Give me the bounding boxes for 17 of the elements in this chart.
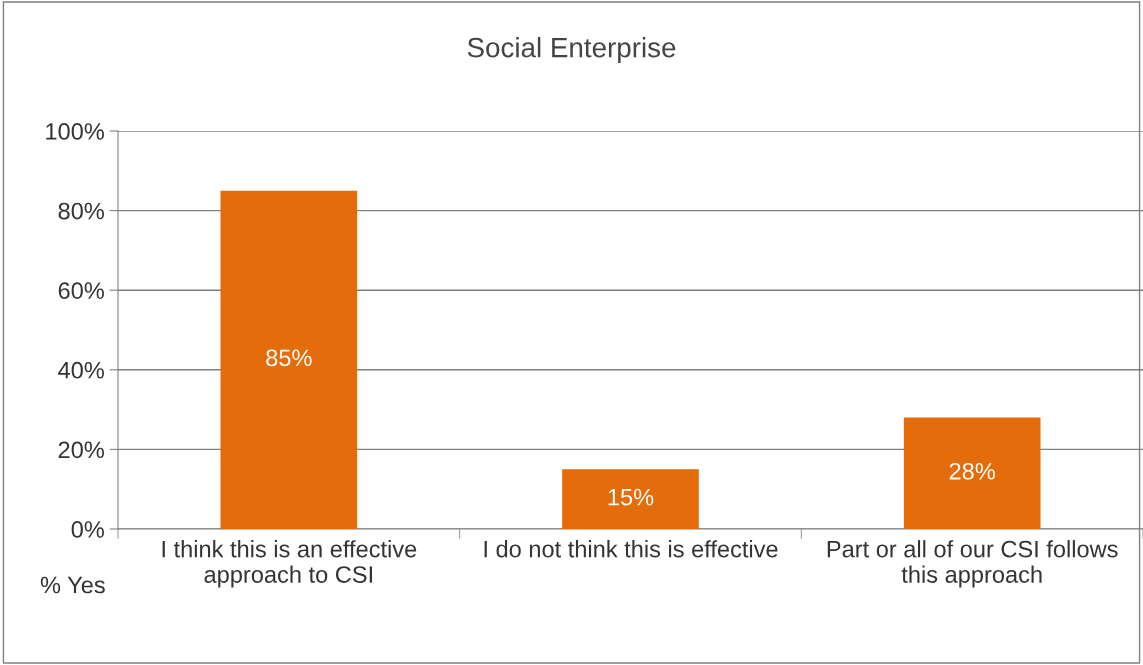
y-tick-label: 20% [58, 441, 104, 459]
data-label: 15% [608, 488, 654, 506]
y-tick-label: 60% [58, 282, 104, 299]
bar [562, 469, 699, 529]
data-label: 28% [949, 462, 995, 480]
y-tick-label: 100% [46, 123, 104, 140]
y-tick-label: 40% [58, 361, 104, 379]
chart-title: Social Enterprise [467, 37, 676, 63]
x-tick-label: I think this is an effective approach to CSI [162, 540, 417, 588]
x-tick-label: Part or all of our CSI follows this approach [827, 540, 1118, 588]
bar [903, 417, 1041, 529]
y-tick-label: 0% [71, 521, 104, 538]
text: % Yes [40, 576, 105, 594]
bar [220, 190, 358, 529]
data-label: 85% [266, 349, 312, 367]
x-tick-label: I do not think this is effective [484, 540, 778, 558]
y-tick-label: 80% [58, 202, 104, 220]
